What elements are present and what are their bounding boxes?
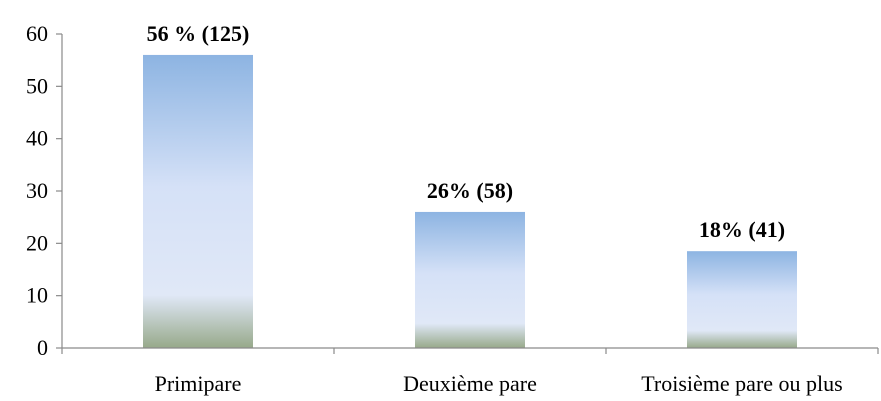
category-label-2: Deuxième pare	[403, 371, 537, 396]
x-axis-category-labels: Primipare Deuxième pare Troisième pare ou …	[155, 371, 843, 396]
bar-2	[415, 211, 525, 348]
y-tick-label: 40	[26, 126, 48, 151]
bar-1	[143, 54, 253, 348]
data-label-3: 18% (41)	[699, 217, 785, 242]
y-tick-label: 50	[26, 73, 48, 98]
data-label-2: 26% (58)	[427, 178, 513, 203]
data-label-1: 56 % (125)	[147, 21, 250, 46]
bars	[143, 54, 797, 348]
bar-3	[687, 251, 797, 348]
y-axis-tick-labels: 0 10 20 30 40 50 60	[26, 21, 62, 360]
y-tick-label: 60	[26, 21, 48, 46]
category-label-1: Primipare	[155, 371, 242, 396]
y-tick-label: 20	[26, 230, 48, 255]
x-axis-ticks	[61, 348, 879, 354]
data-labels: 56 % (125) 26% (58) 18% (41)	[147, 21, 785, 242]
y-tick-label: 30	[26, 178, 48, 203]
y-tick-label: 0	[37, 335, 48, 360]
y-tick-label: 10	[26, 283, 48, 308]
category-label-3: Troisième pare ou plus	[641, 371, 842, 396]
